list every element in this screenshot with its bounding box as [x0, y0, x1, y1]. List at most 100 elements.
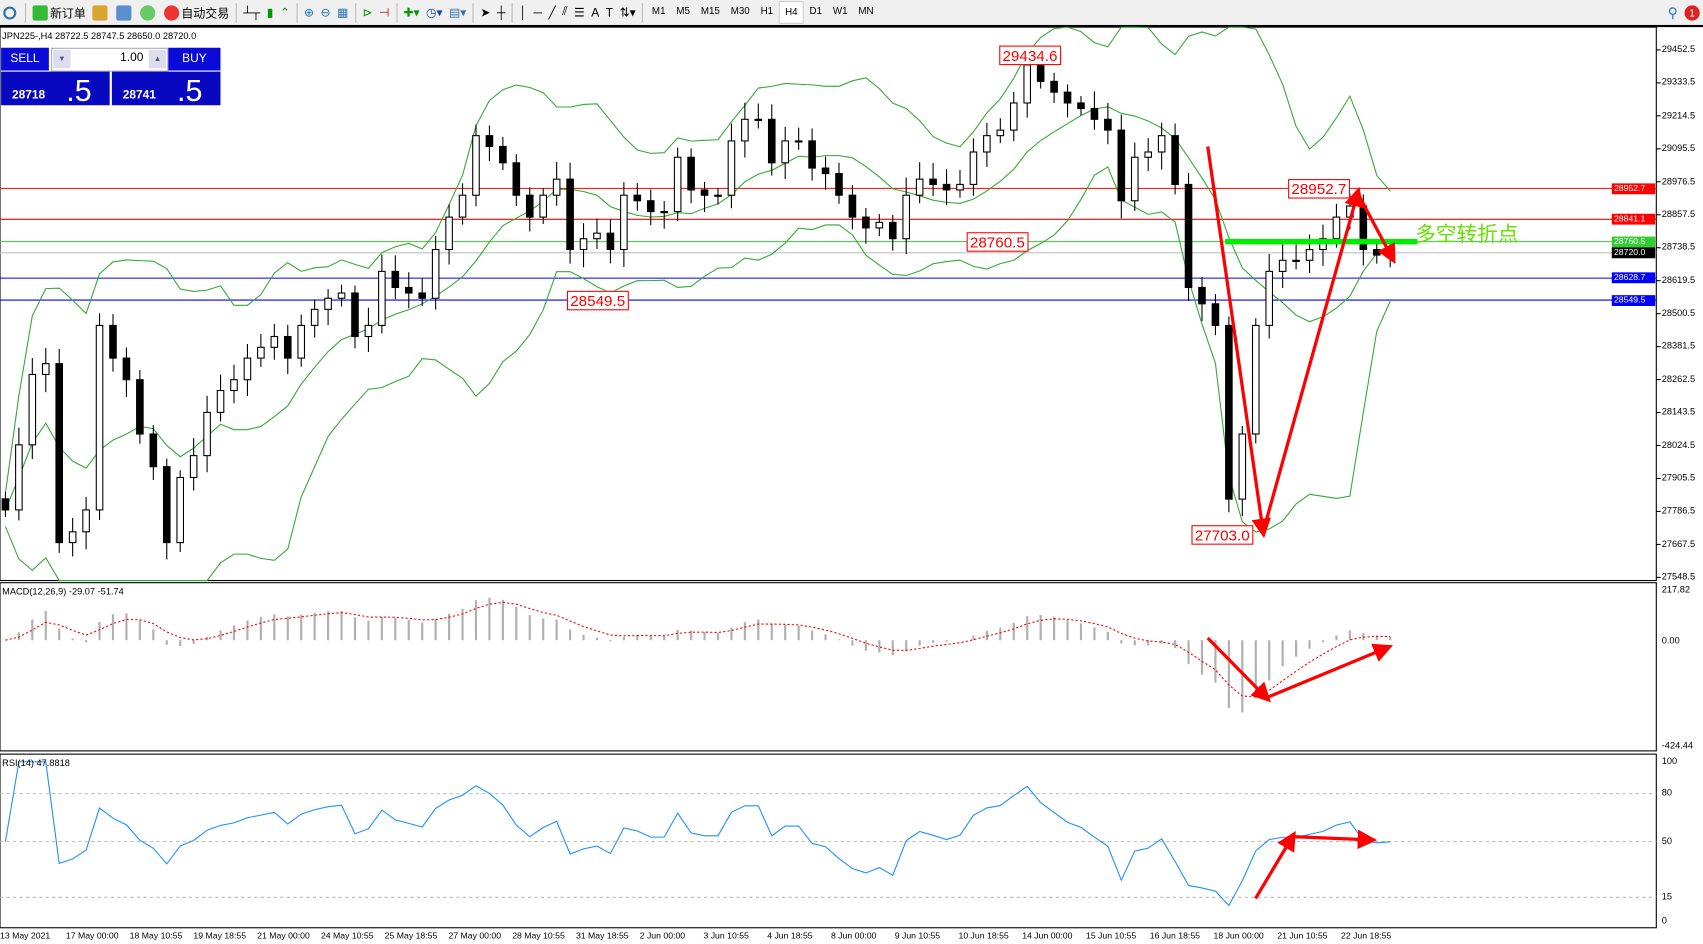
candle-body	[203, 411, 211, 457]
timeframe-m1[interactable]: M1	[651, 5, 666, 17]
price-tick: 28381.5	[1661, 340, 1696, 351]
candle-body	[1077, 102, 1085, 110]
candle-body	[364, 324, 373, 338]
auto-trading-label: 自动交易	[181, 7, 230, 21]
candle-body	[888, 221, 897, 240]
horizontal-line-button[interactable]: ─	[530, 1, 545, 24]
candle-body	[942, 183, 951, 191]
time-tick: 18 Jun 00:00	[1213, 931, 1264, 941]
candle-body	[28, 373, 37, 446]
sell-price-button[interactable]: 28718 .5	[1, 71, 110, 107]
navigator-button[interactable]	[113, 1, 137, 24]
candle-body	[1292, 259, 1300, 262]
timeframe-h4[interactable]: H4	[778, 1, 805, 24]
candle-body	[149, 433, 158, 468]
timeframe-m15[interactable]: M15	[700, 5, 720, 17]
new-order-label: 新订单	[49, 7, 86, 21]
candle-body	[821, 167, 830, 175]
bar-chart-button[interactable]: ┴┬	[240, 1, 263, 24]
vertical-line-button[interactable]: │	[516, 1, 530, 24]
macd-max: 217.82	[1661, 583, 1690, 595]
time-tick: 13 May 2021	[0, 931, 51, 941]
trendline-icon: ╱	[548, 6, 556, 20]
separator	[472, 2, 474, 23]
text-label-button[interactable]: T	[603, 1, 617, 24]
time-tick: 2 Jun 00:00	[639, 931, 686, 941]
crosshair-button[interactable]: ┼	[494, 1, 509, 24]
timeframe-h1[interactable]: H1	[760, 5, 774, 17]
chart-shift-icon: ⊣	[378, 6, 390, 20]
separator	[24, 2, 27, 23]
timeframe-m5[interactable]: M5	[676, 5, 690, 17]
rsi-tick: 50	[1661, 834, 1673, 846]
auto-trading-icon	[164, 4, 180, 21]
timeframe-m30[interactable]: M30	[730, 5, 750, 17]
market-watch-button[interactable]	[89, 1, 113, 24]
trendline-button[interactable]: ╱	[545, 1, 559, 24]
candle-body	[1372, 248, 1381, 256]
text-button[interactable]: A	[588, 1, 602, 24]
zoom-in-button[interactable]: ⊕	[301, 1, 318, 24]
time-tick: 15 Jun 10:55	[1085, 931, 1137, 941]
periods-button[interactable]: ◷▾	[423, 1, 446, 24]
candle-body	[835, 173, 843, 196]
line-chart-button[interactable]: ⌃	[277, 1, 294, 24]
lot-increase-button[interactable]: ▲	[148, 49, 167, 69]
pivot-text: 多空转折点	[1415, 223, 1519, 247]
buy-price-button[interactable]: 28741 .5	[111, 71, 221, 108]
search-icon: ⚲	[1667, 3, 1679, 21]
candle-body	[983, 135, 991, 153]
vertical-line-icon: │	[519, 5, 527, 19]
arrows-button[interactable]: ⇅▾	[616, 1, 639, 24]
candle-body	[82, 509, 90, 533]
price-tick: 28024.5	[1661, 438, 1696, 450]
buy-price-fraction: .5	[177, 73, 203, 108]
candle-body	[230, 379, 238, 392]
template-icon: ▤▾	[449, 6, 467, 20]
candle-body	[1104, 118, 1112, 131]
price-tick: 27548.5	[1661, 570, 1696, 582]
candle-body	[566, 178, 574, 251]
buy-button[interactable]: BUY	[168, 47, 221, 71]
auto-trading-button[interactable]: 自动交易	[161, 1, 233, 24]
candle-body	[1225, 324, 1233, 500]
candle-body	[1278, 259, 1287, 272]
timeframe-w1[interactable]: W1	[832, 5, 848, 17]
macd-trend-arrow	[1265, 643, 1393, 700]
tile-windows-button[interactable]: ▦	[334, 1, 352, 24]
timeframe-mn[interactable]: MN	[858, 5, 874, 17]
candle-body	[445, 216, 453, 251]
time-tick: 24 May 10:55	[320, 931, 374, 941]
candle-body	[915, 178, 924, 196]
fibonacci-button[interactable]: ☰	[571, 1, 588, 24]
candle-body	[1157, 135, 1166, 153]
candle-body	[579, 238, 588, 251]
lot-decrease-button[interactable]: ▼	[53, 49, 71, 69]
chart-shift-button[interactable]: ⊣	[376, 1, 393, 24]
channel-button[interactable]: ⫽	[559, 1, 571, 24]
sell-button[interactable]: SELL	[1, 47, 49, 71]
cursor-button[interactable]: ➤	[477, 1, 494, 24]
lot-size-field[interactable]: ▼ 1.00 ▲	[51, 47, 169, 72]
separator	[395, 2, 398, 23]
timeframe-d1[interactable]: D1	[809, 5, 823, 17]
zoom-tool-button[interactable]	[0, 1, 22, 24]
zoom-out-icon: ⊖	[320, 6, 331, 20]
search-icon	[3, 5, 17, 19]
time-tick: 17 May 00:00	[65, 931, 119, 941]
auto-scroll-button[interactable]: ⊳	[359, 1, 376, 24]
templates-button[interactable]: ▤▾	[446, 1, 470, 24]
price-tick: 28143.5	[1661, 406, 1696, 417]
terminal-button[interactable]	[137, 1, 161, 24]
price-tick: 29214.5	[1661, 109, 1696, 121]
notifications-button[interactable]: 1	[1681, 1, 1703, 24]
price-tick: 29452.5	[1661, 43, 1696, 55]
new-order-button[interactable]: 新订单	[29, 1, 89, 24]
search-button[interactable]: ⚲	[1664, 1, 1681, 24]
indicators-button[interactable]: ✚▾	[400, 1, 423, 24]
candle-chart-button[interactable]: ▮	[263, 1, 276, 24]
zoom-out-button[interactable]: ⊖	[317, 1, 334, 24]
candle-body	[41, 363, 50, 375]
time-tick: 19 May 18:55	[193, 931, 247, 941]
